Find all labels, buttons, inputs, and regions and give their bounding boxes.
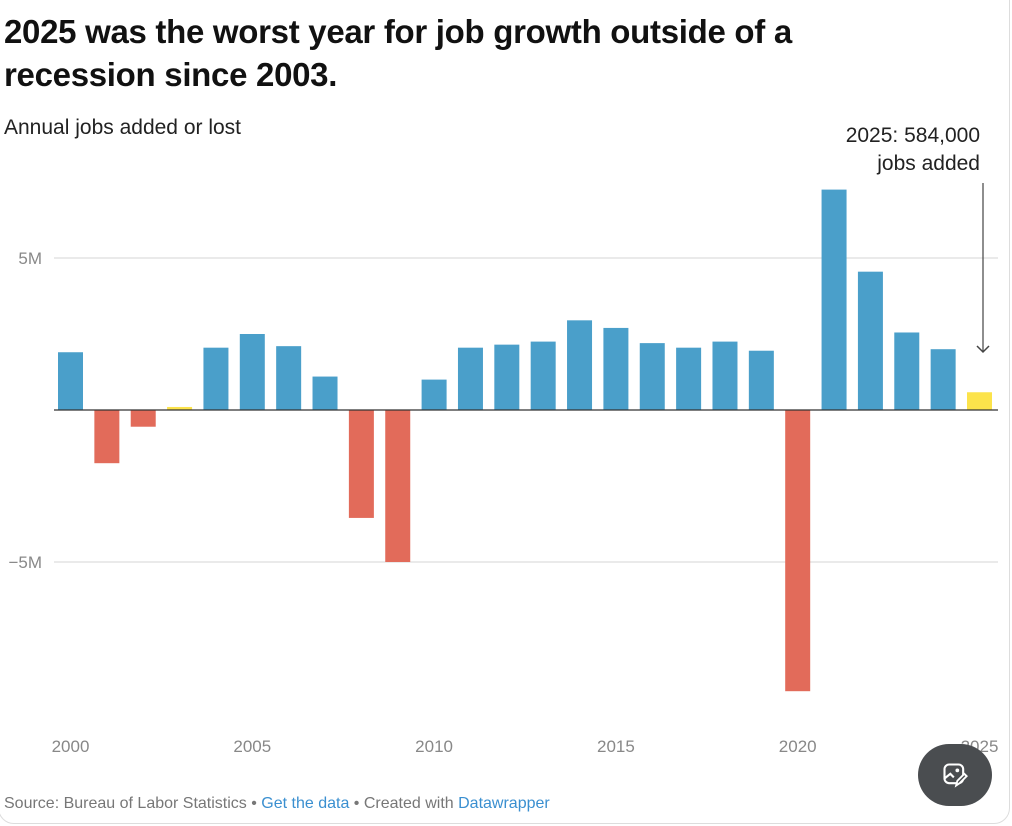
datawrapper-link[interactable]: Datawrapper [458, 795, 550, 812]
x-tick-label: 2020 [779, 737, 817, 756]
bar-2018 [712, 341, 738, 410]
x-tick-label: 2015 [597, 737, 635, 756]
bar-2005 [239, 334, 265, 410]
separator: • [246, 795, 262, 812]
source-text: Source: Bureau of Labor Statistics [4, 795, 247, 812]
bar-2020 [785, 410, 811, 692]
annotation-arrow [976, 183, 990, 354]
bar-2003 [167, 406, 193, 410]
bar-2022 [857, 271, 883, 410]
bar-2007 [312, 376, 338, 410]
footer: Source: Bureau of Labor Statistics • Get… [4, 795, 550, 813]
bar-2013 [530, 341, 556, 410]
x-tick-label: 2005 [233, 737, 271, 756]
bar-2015 [603, 327, 629, 410]
image-edit-icon [943, 763, 968, 788]
bar-2012 [494, 344, 520, 410]
annotation-line2: jobs added [876, 152, 980, 175]
x-tick-label: 2010 [415, 737, 453, 756]
edit-image-button[interactable] [918, 744, 992, 806]
bar-2008 [348, 410, 374, 518]
bar-2001 [94, 410, 120, 464]
bar-2025 [967, 392, 992, 410]
get-data-link[interactable]: Get the data [261, 795, 350, 812]
bar-2004 [203, 347, 229, 410]
bar-2019 [748, 350, 774, 410]
annotation-line1: 2025: 584,000 [846, 124, 980, 147]
bar-2024 [930, 349, 956, 410]
bar-2006 [276, 346, 302, 410]
y-tick-label: −5M [8, 553, 42, 572]
bar-2002 [130, 410, 156, 427]
x-tick-label: 2000 [52, 737, 90, 756]
bar-2017 [676, 347, 702, 410]
bar-2023 [894, 332, 920, 410]
bar-2009 [385, 410, 411, 562]
bar-2021 [821, 189, 847, 410]
bar-2010 [421, 379, 447, 410]
y-tick-label: 5M [18, 249, 42, 268]
bar-2016 [639, 343, 665, 410]
bar-2000 [58, 352, 83, 410]
bar-2014 [567, 320, 593, 410]
chart-subtitle: Annual jobs added or lost [4, 116, 241, 139]
bar-2011 [457, 347, 483, 410]
chart-title: 2025 was the worst year for job growth o… [4, 13, 792, 93]
created-with-text: • Created with [349, 795, 459, 812]
bar-chart: 5M−5M 2000 2005 2010 2015 2020 2025 2025: 584… [8, 124, 998, 756]
